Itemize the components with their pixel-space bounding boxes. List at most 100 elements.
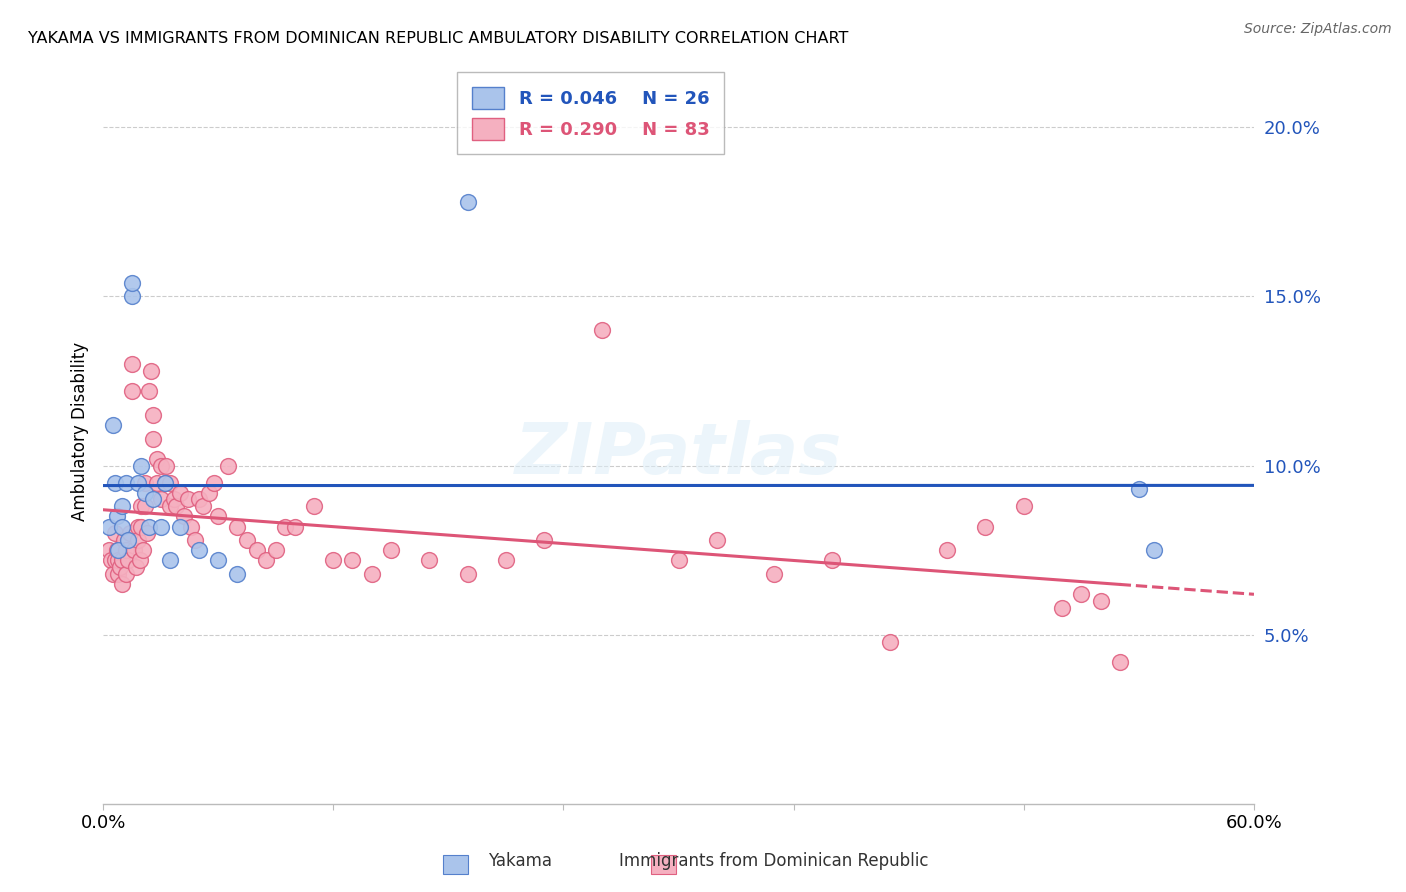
Point [117,533,139,547]
Text: Source: ZipAtlas.com: Source: ZipAtlas.com [1244,22,1392,37]
Point [1143,543,1166,558]
Point [142,432,165,446]
Point [254,553,277,567]
Point [111,500,134,514]
Point [111,519,134,533]
Point [207,509,229,524]
Point [169,485,191,500]
Point [159,553,181,567]
Point [668,553,690,567]
Point [155,458,177,473]
Point [115,543,138,558]
Point [104,553,127,567]
Point [107,543,129,558]
Point [142,408,165,422]
Point [1128,483,1150,497]
Point [457,194,479,209]
Point [136,526,159,541]
Point [821,553,844,567]
Point [146,451,169,466]
Point [105,509,128,524]
Point [226,566,249,581]
Point [169,519,191,533]
Point [706,533,728,547]
Legend: R = 0.046    N = 26, R = 0.290    N = 83: R = 0.046 N = 26, R = 0.290 N = 83 [457,72,724,154]
Point [127,475,149,490]
Point [322,553,344,567]
Y-axis label: Ambulatory Disability: Ambulatory Disability [72,343,89,521]
Point [191,500,214,514]
Point [101,417,124,432]
Point [131,500,153,514]
Point [111,577,134,591]
Point [131,519,153,533]
Point [163,492,186,507]
Point [197,485,219,500]
Point [122,543,145,558]
Point [104,475,127,490]
Point [146,475,169,490]
Point [128,553,150,567]
Point [159,500,181,514]
Point [418,553,440,567]
Point [245,543,267,558]
Point [176,492,198,507]
Point [936,543,959,558]
Point [380,543,402,558]
Point [1070,587,1092,601]
Point [184,533,207,547]
Point [111,553,134,567]
Point [274,519,297,533]
Point [100,553,122,567]
Point [284,519,307,533]
Point [153,475,176,490]
Point [134,485,156,500]
Point [226,519,249,533]
Point [1012,500,1035,514]
Point [180,519,202,533]
Point [117,553,139,567]
Point [302,500,325,514]
Text: Immigrants from Dominican Republic: Immigrants from Dominican Republic [619,852,928,870]
Point [97,543,120,558]
Point [236,533,259,547]
Point [105,543,128,558]
Point [138,519,160,533]
Text: Yakama: Yakama [488,852,553,870]
Point [127,519,149,533]
Point [121,357,143,371]
Point [591,323,613,337]
Point [139,364,162,378]
Point [342,553,364,567]
Point [202,475,225,490]
Point [217,458,239,473]
Point [110,560,132,574]
Point [132,543,155,558]
Point [115,566,138,581]
Point [101,566,124,581]
Point [121,276,143,290]
Point [159,475,181,490]
Point [134,475,156,490]
Point [115,475,138,490]
Point [1108,655,1130,669]
Point [107,566,129,581]
Point [121,289,143,303]
Point [118,526,141,541]
Point [188,543,211,558]
Point [104,526,127,541]
Point [1090,594,1112,608]
Point [127,533,149,547]
Point [112,533,135,547]
FancyBboxPatch shape [651,855,676,874]
Point [142,492,165,507]
FancyBboxPatch shape [443,855,468,874]
Point [207,553,229,567]
Point [879,634,901,648]
Text: YAKAMA VS IMMIGRANTS FROM DOMINICAN REPUBLIC AMBULATORY DISABILITY CORRELATION C: YAKAMA VS IMMIGRANTS FROM DOMINICAN REPU… [28,31,848,46]
Point [763,566,786,581]
Point [264,543,287,558]
Point [165,500,187,514]
Point [149,519,172,533]
Point [107,553,129,567]
